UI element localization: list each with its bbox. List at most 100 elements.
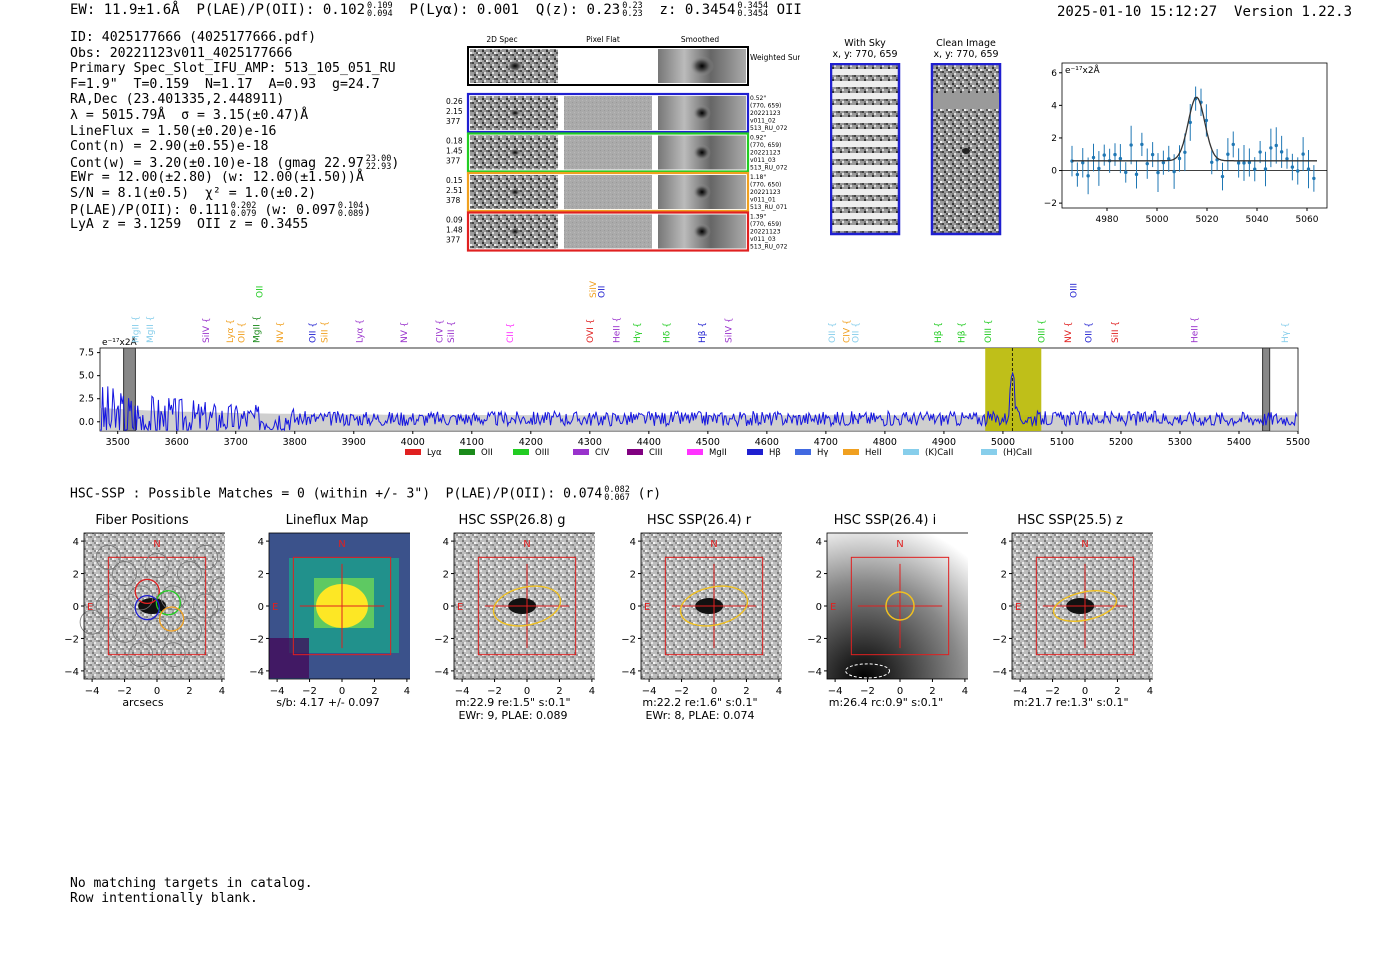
fiber-highlight	[155, 590, 182, 616]
spectrum-ytick: 0.0	[79, 417, 94, 428]
fiber-circle	[209, 609, 225, 635]
zoom-spectrum-plot: e⁻¹⁷x2Å 6 4 2 0 −2 4980 5000 5020 5040 5060	[1044, 62, 1328, 225]
fiber-highlight	[134, 578, 160, 605]
line-marker: CIV {	[843, 319, 853, 343]
fiber-circle	[209, 577, 225, 603]
legend-item: MgII	[687, 448, 727, 458]
cutout-grid: 2D Spec Pixel Flat Smoothed Weighted Sum…	[446, 35, 800, 252]
east-label: E	[87, 602, 93, 613]
version: Version 1.22.3	[1234, 4, 1353, 20]
highlight-window	[985, 348, 1042, 431]
zoom-point	[1086, 174, 1090, 178]
spectrum-ytick: 2.5	[79, 394, 94, 405]
line-marker-label: OIII {	[984, 319, 994, 343]
header-qz: Q(z): 0.23	[535, 2, 621, 18]
spectrum-ytick: 5.0	[79, 371, 94, 382]
hsc-xtick: 0	[339, 686, 345, 697]
line-marker-label: OII {	[1084, 322, 1094, 343]
hsc-ytick: −4	[249, 667, 264, 678]
line-marker: NV {	[1064, 322, 1074, 343]
line-marker-label: OII {	[238, 322, 248, 343]
cutout-left-value: 2.51	[446, 186, 463, 195]
line-marker: Hβ {	[698, 322, 708, 343]
upper-marker-label: OIII	[1070, 283, 1080, 298]
line-marker-label: SiIV {	[202, 317, 212, 343]
line-marker-label: MgII {	[131, 316, 141, 343]
zoom-point	[1269, 146, 1273, 150]
hsc-xtick: −2	[487, 686, 502, 697]
hsc-caption-line-1: s/b: 4.17 +/- 0.097	[276, 696, 380, 709]
info-cont-w: Cont(w) = 3.20(±0.10)e-18 (gmag 22.97	[70, 155, 364, 171]
info-plae-row: P(LAE)/P(OII): 0.111 0.202 0.079 (w: 0.097…	[70, 200, 372, 219]
weighted-sum-label: Weighted Sum	[750, 53, 800, 62]
hsc-line-text: HSC-SSP : Possible Matches = 0 (within +…	[70, 486, 603, 502]
aperture-box	[292, 556, 392, 656]
north-label: N	[1081, 539, 1088, 550]
line-marker: MgII {	[252, 316, 262, 343]
info-lineflux: LineFlux = 1.50(±0.20)e-16	[70, 123, 277, 139]
zoom-ytick: 2	[1051, 134, 1057, 144]
cutout-left-value: 377	[446, 236, 461, 245]
line-marker-label: OVI {	[586, 319, 596, 343]
line-marker: SiII {	[320, 321, 330, 343]
zoom-point	[1075, 172, 1080, 177]
hsc-ytick: 2	[1001, 570, 1007, 581]
info-plae: P(LAE)/P(OII): 0.111	[70, 202, 229, 218]
info-id: ID: 4025177666 (4025177666.pdf)	[70, 30, 317, 45]
line-marker: OII {	[238, 322, 248, 343]
hsc-panel-title: HSC SSP(26.8) g	[458, 513, 566, 528]
cutout-left-value: 377	[446, 157, 461, 166]
line-marker: SiIV {	[725, 317, 735, 343]
masked-region	[123, 347, 136, 432]
hsc-xtick: −4	[85, 686, 100, 697]
full-spectrum-chart: e⁻¹⁷x2Å 0.0 2.5 5.0 7.5 3500 3600 3700 3800 3900 4…	[79, 280, 1310, 458]
hsc-ytick: −2	[434, 634, 449, 645]
line-marker: SiII {	[447, 321, 457, 343]
hsc-panel-caption: s/b: 4.17 +/- 0.097	[243, 696, 413, 710]
fiber-circle	[79, 609, 105, 635]
hsc-ytick: 0	[258, 602, 264, 613]
hsc-ytick: −2	[64, 634, 79, 645]
legend-item: (H)CaII	[981, 448, 1032, 458]
fiber-circle	[95, 593, 121, 619]
detection-info: ID: 4025177666 (4025177666.pdf) Obs: 202…	[70, 30, 399, 233]
hsc-ytick: −4	[807, 667, 822, 678]
fiber-circle	[144, 553, 170, 578]
legend-item: CIII	[627, 448, 662, 458]
hsc-summary: HSC-SSP : Possible Matches = 0 (within +…	[70, 486, 661, 503]
east-label: E	[272, 602, 278, 613]
hsc-xtick: 2	[1114, 686, 1120, 697]
line-marker-label: CIV {	[843, 319, 853, 343]
line-marker-label: Hδ {	[663, 322, 673, 343]
hsc-ytick: 2	[816, 570, 822, 581]
cutout-right-value: v011_01	[750, 197, 776, 204]
line-marker-label: Hγ {	[633, 322, 643, 343]
spectrum-xtick: 3600	[165, 437, 189, 448]
line-marker-label: OII {	[308, 322, 318, 343]
cutout-right-value: 20221123	[750, 229, 781, 236]
east-label: E	[644, 602, 650, 613]
zoom-point	[1081, 161, 1085, 165]
hsc-xtick: 4	[404, 686, 410, 697]
legend-label: (H)CaII	[1003, 448, 1032, 458]
east-label: E	[830, 602, 836, 613]
zoom-point	[1231, 142, 1235, 147]
zoom-ylabel: e⁻¹⁷x2Å	[1065, 64, 1101, 76]
hsc-ytick: 4	[1001, 537, 1007, 548]
hsc-xtick: 4	[776, 686, 782, 697]
legend-label: OIII	[535, 448, 549, 458]
clean-image-title: Clean Image x, y: 770, 659	[933, 38, 999, 60]
north-label: N	[710, 539, 717, 550]
hsc-ytick: −4	[64, 667, 79, 678]
fiber-circle	[95, 544, 121, 570]
legend-label: Hγ	[817, 448, 828, 458]
legend-item: (K)CaII	[903, 448, 953, 458]
cutout-left-value: 0.09	[446, 216, 463, 225]
hsc-xtick: −2	[1045, 686, 1060, 697]
line-marker-label: SiII {	[320, 321, 330, 343]
cutout-right-value: 20221123	[750, 150, 781, 157]
legend-label: OII	[481, 448, 493, 458]
zoom-xtick: 4980	[1096, 215, 1119, 225]
hsc-panel-title: Lineflux Map	[285, 513, 369, 528]
